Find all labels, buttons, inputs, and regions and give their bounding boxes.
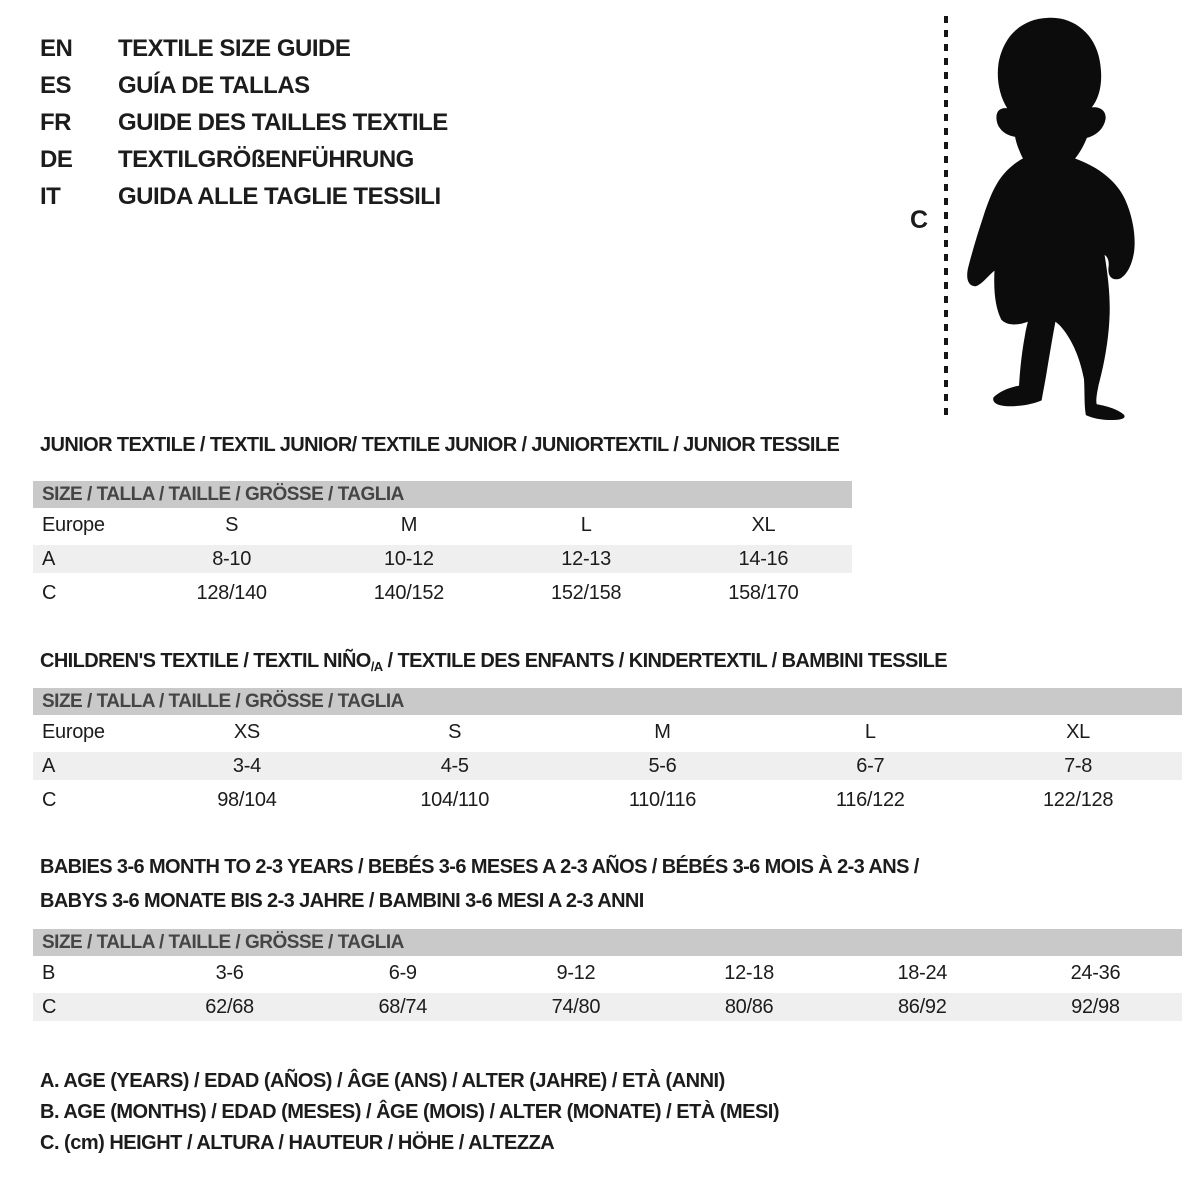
size-cell: 128/140 bbox=[196, 581, 268, 604]
language-row-de: DE TEXTILGRÖßENFÜHRUNG bbox=[40, 141, 448, 178]
table-row: A 3-4 4-5 5-6 6-7 7-8 bbox=[33, 749, 1182, 783]
language-code: IT bbox=[40, 182, 61, 210]
size-cell: 8-10 bbox=[212, 547, 252, 570]
junior-table-header: SIZE / TALLA / TAILLE / GRÖSSE / TAGLIA bbox=[33, 481, 852, 508]
size-cell: 104/110 bbox=[420, 788, 490, 811]
language-title: GUIDE DES TAILLES TEXTILE bbox=[118, 108, 448, 136]
junior-size-table: SIZE / TALLA / TAILLE / GRÖSSE / TAGLIA … bbox=[33, 481, 852, 610]
row-label: Europe bbox=[42, 720, 105, 743]
size-cell: 62/68 bbox=[205, 995, 254, 1018]
size-cell: 3-4 bbox=[232, 754, 261, 777]
size-cell: 74/80 bbox=[551, 995, 601, 1018]
children-title-sub: /A bbox=[370, 659, 383, 674]
size-cell: 80/86 bbox=[724, 995, 774, 1018]
babies-table-header: SIZE / TALLA / TAILLE / GRÖSSE / TAGLIA bbox=[33, 929, 1182, 956]
size-cell: M bbox=[654, 720, 671, 743]
table-row: C 128/140 140/152 152/158 158/170 bbox=[33, 576, 852, 610]
height-dashed-line bbox=[944, 16, 948, 418]
row-label: A bbox=[42, 547, 56, 570]
children-section-title: CHILDREN'S TEXTILE / TEXTIL NIÑO/A / TEX… bbox=[40, 650, 948, 674]
table-row: A 8-10 10-12 12-13 14-16 bbox=[33, 542, 852, 576]
size-cell: M bbox=[400, 513, 418, 536]
size-cell: 18-24 bbox=[897, 961, 948, 984]
size-cell: 152/158 bbox=[551, 581, 622, 604]
size-cell: 110/116 bbox=[628, 788, 697, 811]
babies-section-title: BABIES 3-6 MONTH TO 2-3 YEARS / BEBÉS 3-… bbox=[40, 850, 919, 918]
size-cell: 6-7 bbox=[856, 754, 885, 777]
babies-title-line2: BABYS 3-6 MONATE BIS 2-3 JAHRE / BAMBINI… bbox=[40, 890, 644, 912]
language-row-en: EN TEXTILE SIZE GUIDE bbox=[40, 30, 448, 67]
language-title: GUIDA ALLE TAGLIE TESSILI bbox=[118, 182, 441, 210]
legend-line-a: A. AGE (YEARS) / EDAD (AÑOS) / ÂGE (ANS)… bbox=[40, 1070, 725, 1092]
size-cell: XS bbox=[233, 720, 260, 743]
size-cell: 12-18 bbox=[724, 961, 774, 984]
size-cell: 3-6 bbox=[215, 961, 244, 984]
size-cell: 158/170 bbox=[728, 581, 799, 604]
language-row-es: ES GUÍA DE TALLAS bbox=[40, 67, 448, 104]
size-cell: 14-16 bbox=[738, 547, 789, 570]
children-title-main: CHILDREN'S TEXTILE / TEXTIL NIÑO bbox=[40, 650, 371, 672]
size-cell: 9-12 bbox=[556, 961, 596, 984]
size-cell: 92/98 bbox=[1071, 995, 1120, 1018]
size-cell: 5-6 bbox=[648, 754, 677, 777]
language-code: DE bbox=[40, 145, 73, 173]
legend-line-b: B. AGE (MONTHS) / EDAD (MESES) / ÂGE (MO… bbox=[40, 1101, 780, 1123]
size-cell: 6-9 bbox=[388, 961, 417, 984]
children-table-header: SIZE / TALLA / TAILLE / GRÖSSE / TAGLIA bbox=[33, 688, 1182, 715]
legend-line-c: C. (cm) HEIGHT / ALTURA / HAUTEUR / HÖHE… bbox=[40, 1132, 555, 1154]
language-row-it: IT GUIDA ALLE TAGLIE TESSILI bbox=[40, 178, 448, 215]
toddler-silhouette-icon bbox=[967, 17, 1135, 421]
size-cell: L bbox=[864, 720, 876, 743]
size-cell: S bbox=[448, 720, 462, 743]
measure-legend: A. AGE (YEARS) / EDAD (AÑOS) / ÂGE (ANS)… bbox=[40, 1066, 780, 1159]
table-row: Europe XS S M L XL bbox=[33, 715, 1182, 749]
table-row: C 98/104 104/110 110/116 116/122 122/128 bbox=[33, 783, 1182, 817]
size-cell: XL bbox=[751, 513, 776, 536]
size-cell: 98/104 bbox=[217, 788, 277, 811]
table-row: B 3-6 6-9 9-12 12-18 18-24 24-36 bbox=[33, 956, 1182, 990]
junior-section-title: JUNIOR TEXTILE / TEXTIL JUNIOR/ TEXTILE … bbox=[40, 434, 840, 456]
row-label: C bbox=[42, 995, 57, 1018]
language-code: EN bbox=[40, 34, 73, 62]
row-label: C bbox=[42, 788, 57, 811]
language-code: FR bbox=[40, 108, 72, 136]
row-label: B bbox=[42, 961, 56, 984]
language-title: TEXTILGRÖßENFÜHRUNG bbox=[118, 145, 414, 173]
size-cell: 86/92 bbox=[897, 995, 947, 1018]
row-label: C bbox=[42, 581, 57, 604]
size-cell: 4-5 bbox=[440, 754, 469, 777]
language-row-fr: FR GUIDE DES TAILLES TEXTILE bbox=[40, 104, 448, 141]
size-cell: 140/152 bbox=[373, 581, 445, 604]
height-measure-label: C bbox=[910, 206, 929, 234]
size-cell: 122/128 bbox=[1042, 788, 1114, 811]
size-cell: XL bbox=[1066, 720, 1091, 743]
language-title: GUÍA DE TALLAS bbox=[118, 71, 310, 99]
size-cell: 7-8 bbox=[1064, 754, 1093, 777]
babies-title-line1: BABIES 3-6 MONTH TO 2-3 YEARS / BEBÉS 3-… bbox=[40, 856, 919, 878]
size-cell: 24-36 bbox=[1070, 961, 1121, 984]
language-code: ES bbox=[40, 71, 72, 99]
size-cell: 12-13 bbox=[561, 547, 611, 570]
size-cell: L bbox=[580, 513, 592, 536]
row-label: Europe bbox=[42, 513, 105, 536]
children-size-table: SIZE / TALLA / TAILLE / GRÖSSE / TAGLIA … bbox=[33, 688, 1182, 817]
babies-size-table: SIZE / TALLA / TAILLE / GRÖSSE / TAGLIA … bbox=[33, 929, 1182, 1024]
row-label: A bbox=[42, 754, 56, 777]
table-row: Europe S M L XL bbox=[33, 508, 852, 542]
children-title-rest: / TEXTILE DES ENFANTS / KINDERTEXTIL / B… bbox=[382, 650, 948, 672]
size-cell: 116/122 bbox=[835, 788, 905, 811]
size-cell: S bbox=[225, 513, 239, 536]
size-cell: 10-12 bbox=[384, 547, 434, 570]
language-title: TEXTILE SIZE GUIDE bbox=[118, 34, 351, 62]
size-cell: 68/74 bbox=[378, 995, 428, 1018]
language-title-list: EN TEXTILE SIZE GUIDE ES GUÍA DE TALLAS … bbox=[40, 30, 448, 215]
table-row: C 62/68 68/74 74/80 80/86 86/92 92/98 bbox=[33, 990, 1182, 1024]
